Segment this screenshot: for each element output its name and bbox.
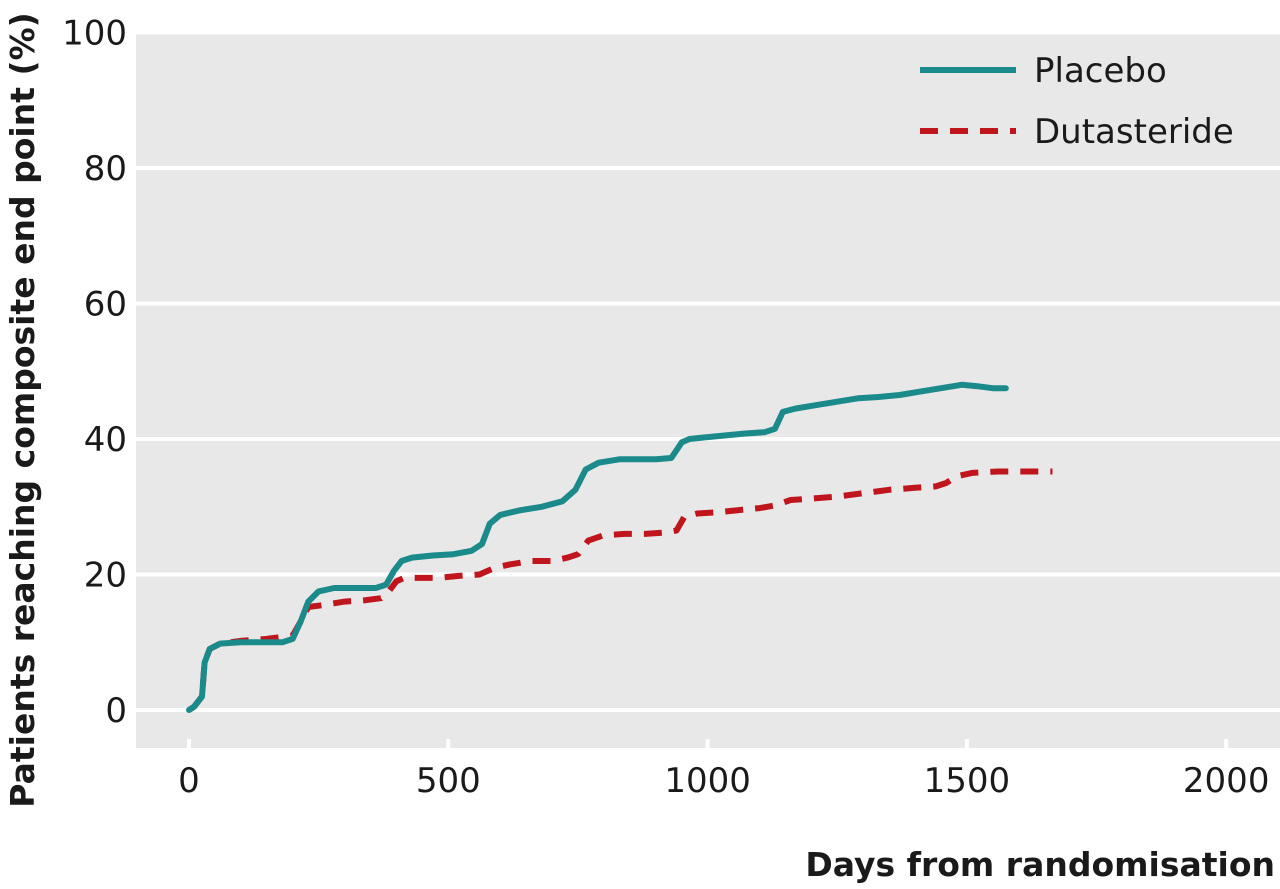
x-tick-labels: 0 500 1000 1500 2000 [178,761,1269,801]
x-tick-label: 1500 [924,761,1011,801]
x-tick-label: 500 [416,761,481,801]
x-ticks [187,739,1229,748]
series-line-placebo [186,381,1009,713]
x-tick-label: 2000 [1183,761,1270,801]
legend-label-dutasteride: Dutasteride [1034,112,1234,152]
legend-label-placebo: Placebo [1034,51,1167,91]
y-tick-label: 40 [84,420,127,460]
y-tick-label: 100 [62,14,127,54]
legend: Placebo Dutasteride [920,51,1234,152]
y-tick-label: 20 [84,556,127,596]
y-tick-label: 0 [105,691,127,731]
series-lines [186,381,1053,713]
y-axis-title: Patients reaching composite end point (%… [3,12,42,807]
x-tick-label: 0 [178,761,200,801]
y-tick-label: 60 [84,285,127,325]
y-tick-label: 80 [84,149,127,189]
x-tick-label: 1000 [664,761,751,801]
plot-background [136,32,1280,748]
x-axis-title: Days from randomisation [805,845,1275,884]
y-tick-labels: 0 20 40 60 80 100 [62,14,127,732]
